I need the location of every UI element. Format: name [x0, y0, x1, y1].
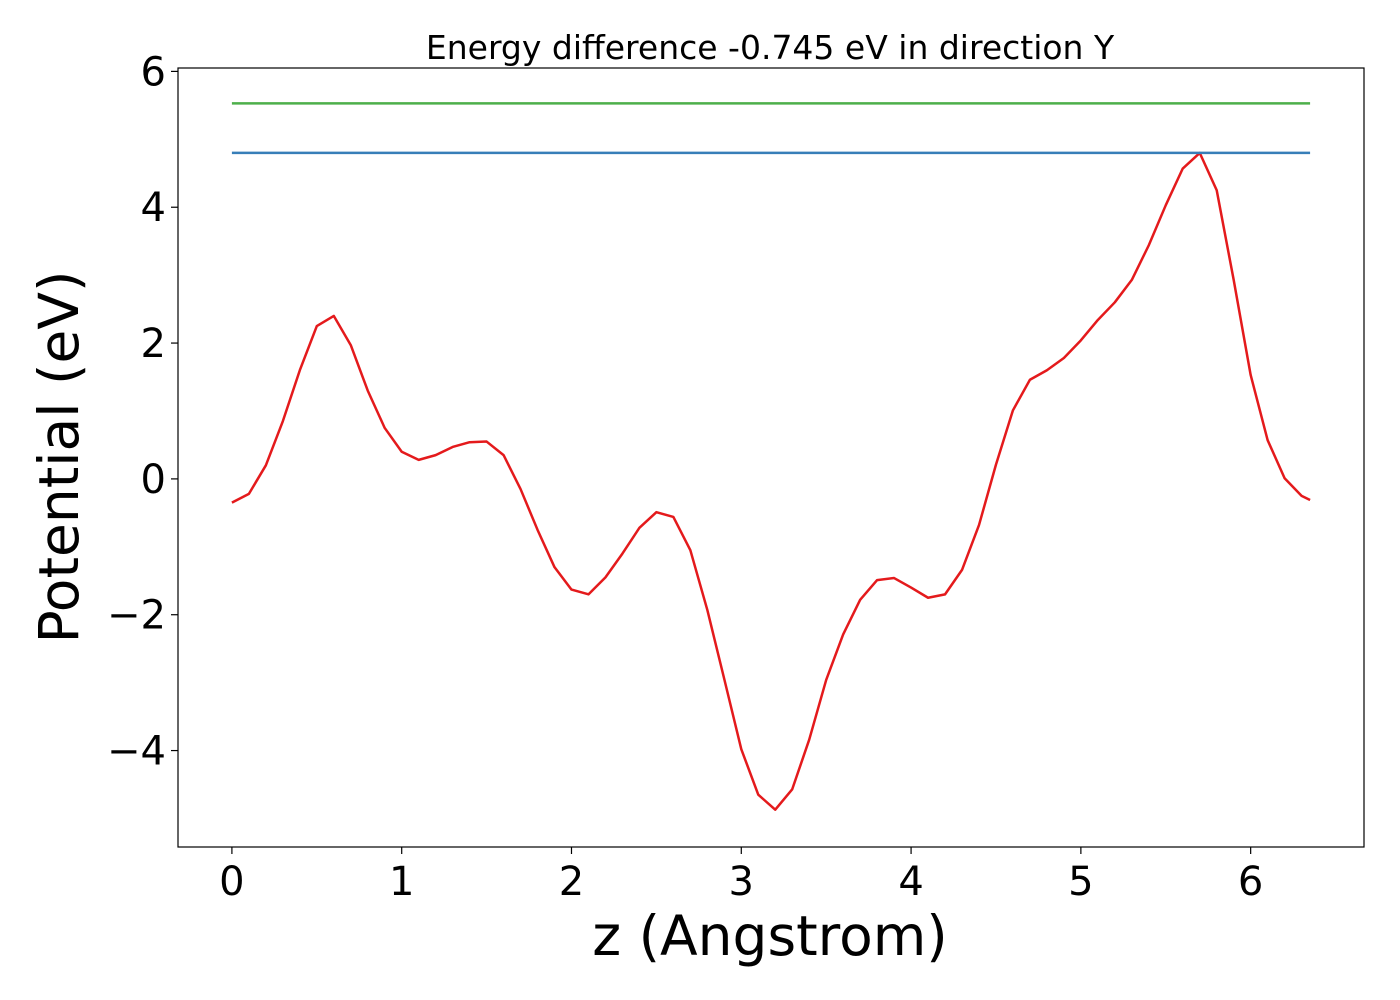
x-tick-label: 3 — [729, 859, 754, 905]
x-tick-label: 2 — [559, 859, 584, 905]
chart-title: Energy difference -0.745 eV in direction… — [426, 28, 1115, 67]
x-axis-label: z (Angstrom) — [592, 904, 948, 968]
y-tick-label: 0 — [141, 457, 166, 503]
y-tick-label: −4 — [107, 729, 166, 775]
x-tick-label: 5 — [1068, 859, 1093, 905]
x-tick-label: 4 — [898, 859, 923, 905]
y-tick-label: −2 — [107, 593, 166, 639]
y-tick-label: 4 — [141, 185, 166, 231]
x-tick-label: 1 — [389, 859, 414, 905]
x-tick-label: 0 — [219, 859, 244, 905]
plot-frame — [177, 67, 1365, 848]
y-tick-label: 2 — [141, 321, 166, 367]
x-tick-label: 6 — [1238, 859, 1263, 905]
line — [231, 151, 1311, 811]
y-tick-label: 6 — [141, 49, 166, 95]
y-axis-label: Potential (eV) — [27, 271, 91, 644]
